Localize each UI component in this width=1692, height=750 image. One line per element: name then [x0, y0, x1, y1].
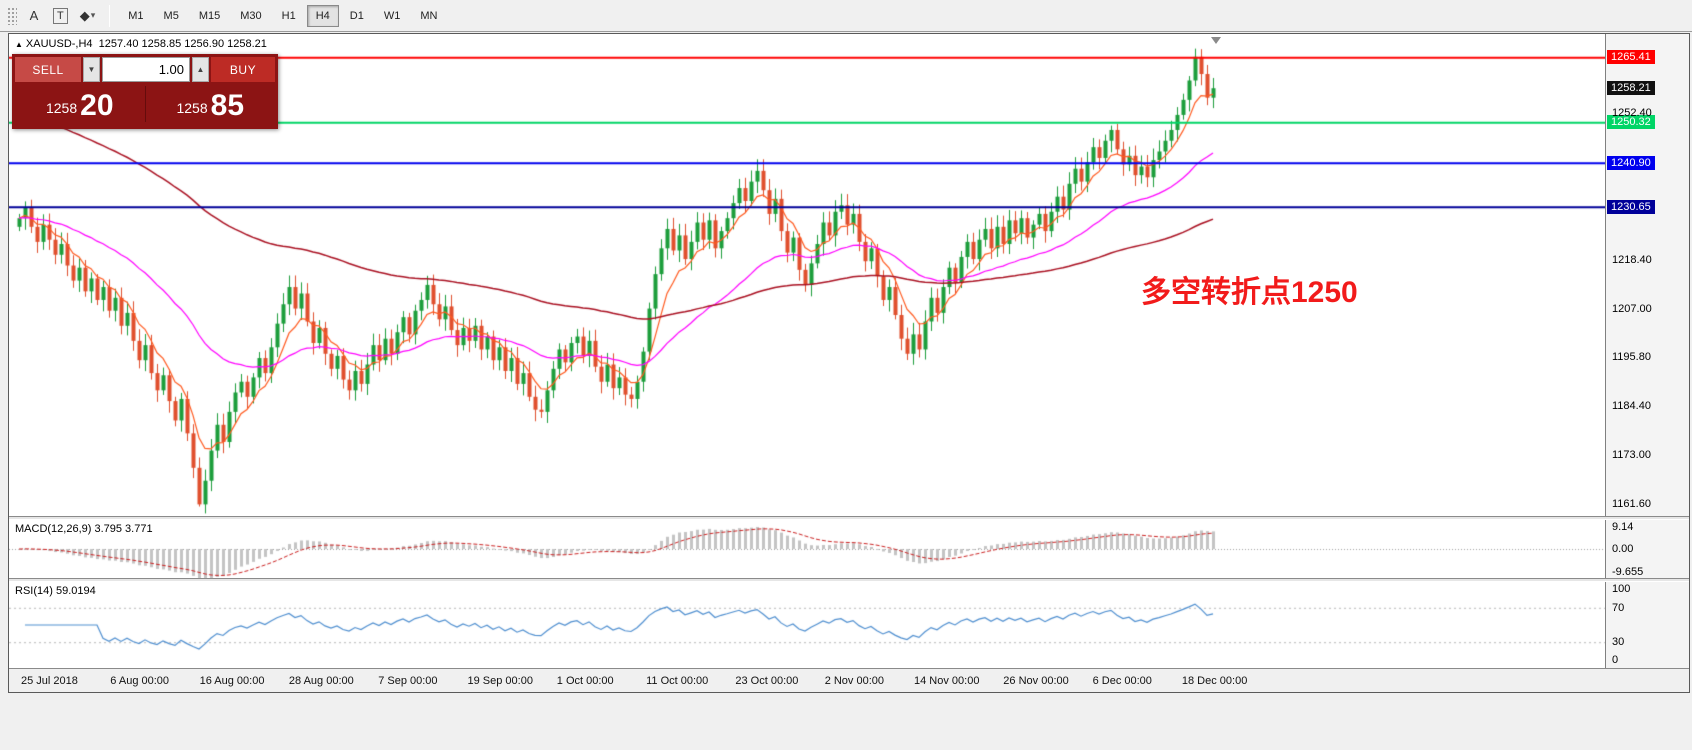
price-badge: 1250.32: [1607, 115, 1655, 130]
text-label-tool-button[interactable]: A: [29, 8, 39, 23]
timeframe-m15[interactable]: M15: [198, 9, 221, 22]
date-label: 7 Sep 00:00: [378, 675, 438, 687]
date-label: 2 Nov 00:00: [824, 675, 885, 687]
text-box-tool-button[interactable]: T: [48, 4, 73, 28]
rsi-tick-label: 70: [1612, 601, 1625, 614]
symbol-quote-line: ▲ XAUUSD-,H4 1257.40 1258.85 1256.90 1258…: [15, 38, 267, 50]
timeframe-d1[interactable]: D1: [349, 9, 364, 22]
rsi-indicator-label: RSI(14) 59.0194: [15, 585, 96, 597]
text-box-icon: T: [53, 7, 68, 24]
scroll-shift-marker[interactable]: [1211, 37, 1221, 44]
ask-price-display[interactable]: 1258 85: [146, 82, 276, 126]
price-tick-label: 1207.00: [1612, 302, 1652, 315]
price-badge: 1265.41: [1607, 50, 1655, 65]
price-badge: 1258.21: [1607, 81, 1655, 96]
date-label: 11 Oct 00:00: [646, 675, 709, 687]
chart-window: ▲ XAUUSD-,H4 1257.40 1258.85 1256.90 1258…: [8, 33, 1690, 693]
date-label: 28 Aug 00:00: [288, 675, 354, 687]
date-axis[interactable]: 25 Jul 2018 6 Aug 00:00 16 Aug 00:00 28 Aug…: [9, 668, 1689, 692]
volume-down-button[interactable]: ▼: [83, 57, 100, 82]
macd-tick-label: 0.00: [1612, 543, 1634, 555]
price-tick-label: 1252.40: [1612, 107, 1652, 120]
toolbar-grip-icon: [7, 6, 17, 25]
timeframe-m5[interactable]: M5: [163, 9, 179, 22]
date-label: 1 Oct 00:00: [556, 675, 614, 687]
price-axis[interactable]: 1265.41 1258.21 1250.32 1240.90 1230.65 1252.…: [1605, 34, 1689, 668]
bid-pips: 20: [80, 89, 114, 122]
objects-icon: ◆: [79, 7, 90, 23]
price-badge: 1240.90: [1607, 155, 1655, 170]
macd-tick-label: -9.655: [1612, 566, 1644, 579]
date-label: 14 Nov 00:00: [914, 675, 980, 687]
ask-base: 1258: [176, 100, 208, 116]
chart-plot-area[interactable]: ▲ XAUUSD-,H4 1257.40 1258.85 1256.90 1258…: [9, 34, 1605, 692]
price-divider: [144, 86, 146, 122]
macd-canvas[interactable]: [9, 520, 1605, 578]
date-label: 16 Aug 00:00: [199, 675, 265, 687]
pane-splitter[interactable]: [9, 516, 1689, 520]
timeframe-h1[interactable]: H1: [281, 9, 296, 22]
timeframe-mn[interactable]: MN: [420, 9, 438, 22]
toolbar: A T ◆ ▾ M1 M5 M15 M30 H1 H4 D1 W1 MN: [0, 0, 1692, 32]
one-click-trade-panel: SELL ▼ ▲ BUY 1258 20 1258 85: [12, 54, 278, 129]
timeframe-h4[interactable]: H4: [306, 4, 339, 27]
timeframe-m1[interactable]: M1: [128, 9, 144, 22]
volume-up-button[interactable]: ▲: [192, 57, 209, 82]
timeframe-m30[interactable]: M30: [240, 9, 262, 22]
objects-tool-button[interactable]: ◆ ▾: [75, 4, 101, 28]
chart-text-annotation[interactable]: 多空转折点1250: [1141, 276, 1358, 309]
date-label: 6 Aug 00:00: [110, 675, 170, 687]
buy-button[interactable]: BUY: [211, 57, 275, 82]
price-tick-label: 1195.80: [1612, 350, 1651, 363]
chevron-down-icon: ▾: [90, 10, 96, 20]
price-badge: 1230.65: [1607, 199, 1655, 214]
sell-button[interactable]: SELL: [15, 57, 81, 82]
rsi-canvas[interactable]: [9, 582, 1605, 668]
timeframe-group: M1 M5 M15 M30 H1 H4 D1 W1 MN: [119, 4, 446, 27]
timeframe-w1[interactable]: W1: [383, 9, 401, 22]
rsi-tick-label: 0: [1612, 654, 1619, 666]
pane-splitter[interactable]: [9, 578, 1689, 582]
toolbar-separator: [109, 4, 111, 27]
ask-pips: 85: [210, 89, 245, 122]
price-tick-label: 1184.40: [1612, 399, 1651, 412]
date-label: 6 Dec 00:00: [1092, 675, 1152, 687]
bid-base: 1258: [45, 100, 78, 116]
date-label: 18 Dec 00:00: [1181, 675, 1248, 687]
date-label: 19 Sep 00:00: [467, 675, 533, 687]
macd-tick-label: 9.14: [1612, 520, 1634, 533]
ohlc-quote: 1257.40 1258.85 1256.90 1258.21: [98, 38, 267, 50]
symbol-title: XAUUSD-,H4: [25, 38, 93, 50]
volume-input[interactable]: [102, 57, 190, 82]
date-label: 23 Oct 00:00: [735, 675, 799, 687]
price-tick-label: 1173.00: [1612, 448, 1651, 461]
rsi-tick-label: 30: [1612, 636, 1625, 649]
price-tick-label: 1218.40: [1612, 253, 1652, 266]
date-label: 25 Jul 2018: [21, 675, 78, 687]
rsi-tick-label: 100: [1612, 583, 1631, 595]
price-tick-label: 1161.60: [1612, 497, 1651, 510]
macd-indicator-label: MACD(12,26,9) 3.795 3.771: [15, 523, 153, 535]
one-click-collapse-icon[interactable]: ▲: [15, 40, 23, 49]
date-label: 26 Nov 00:00: [1003, 675, 1069, 687]
bid-price-display[interactable]: 1258 20: [15, 82, 145, 126]
